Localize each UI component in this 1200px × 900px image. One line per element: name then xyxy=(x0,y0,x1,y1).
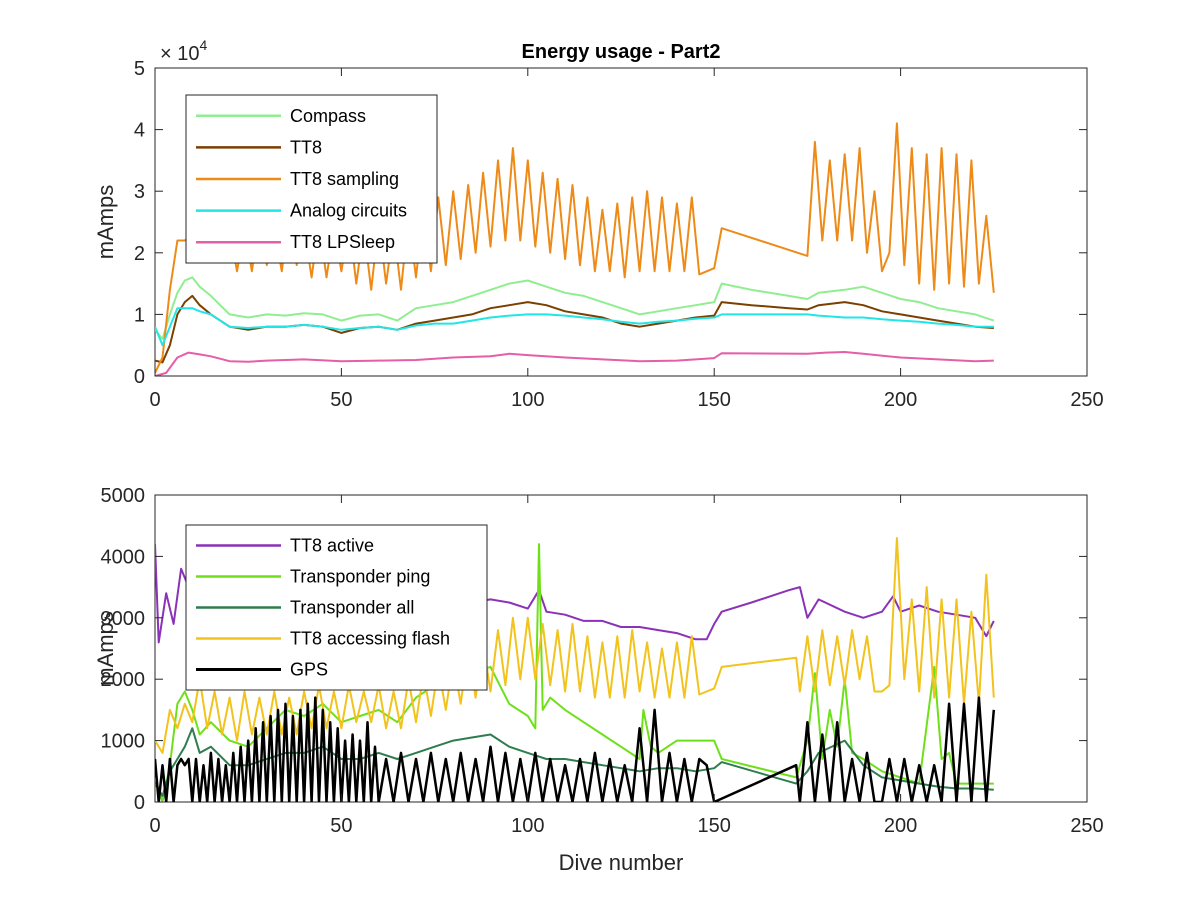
legend-label-tt8: TT8 xyxy=(290,137,322,157)
x-tick-label: 50 xyxy=(330,815,352,837)
y-tick-label: 1000 xyxy=(101,731,146,753)
x-tick-label: 50 xyxy=(330,389,352,411)
x-axis-label: Dive number xyxy=(559,850,684,875)
x-tick-label: 150 xyxy=(698,815,731,837)
legend: TT8 active Transponder ping Transponder al… xyxy=(185,524,488,691)
series-group xyxy=(155,537,996,802)
y-exponent-power: 4 xyxy=(199,37,207,53)
top-plot: 0 50 100 150 200 250 0 1 2 3 4 5 × 104 Energy usage -… xyxy=(93,37,1104,411)
series-line-gps xyxy=(155,696,996,802)
y-tick-label: 0 xyxy=(134,366,145,388)
series-group xyxy=(155,122,995,376)
series-line-compass xyxy=(155,276,995,340)
y-tick-label: 2 xyxy=(134,243,145,265)
x-tick-label: 250 xyxy=(1070,815,1103,837)
y-tick-label: 4 xyxy=(134,120,145,142)
legend-label-compass: Compass xyxy=(290,106,366,126)
chart-title: Energy usage - Part2 xyxy=(522,41,721,63)
legend-label-gps: GPS xyxy=(290,660,328,680)
y-tick-label: 4000 xyxy=(101,546,146,568)
legend-label-tt8-sampling: TT8 sampling xyxy=(290,169,399,189)
y-tick-label: 5000 xyxy=(101,485,146,507)
series-line-tt8-lpsleep xyxy=(155,351,994,376)
legend-label-transponder-ping: Transponder ping xyxy=(290,567,430,587)
series-line-tt8-sampling xyxy=(155,122,995,374)
legend-label-transponder-all: Transponder all xyxy=(290,598,414,618)
x-tick-label: 250 xyxy=(1070,389,1103,411)
y-exponent-label: × 104 xyxy=(160,37,207,65)
y-tick-label: 2000 xyxy=(101,669,146,691)
y-tick-label: 3 xyxy=(134,181,145,203)
y-tick-label: 3000 xyxy=(101,608,146,630)
x-tick-label: 0 xyxy=(149,389,160,411)
legend-label-tt8-active: TT8 active xyxy=(290,536,374,556)
x-tick-label: 0 xyxy=(149,815,160,837)
legend-label-tt8-lpsleep: TT8 LPSleep xyxy=(290,232,395,252)
x-tick-label: 200 xyxy=(884,389,917,411)
y-tick-label: 0 xyxy=(134,792,145,814)
y-tick-label: 1 xyxy=(134,304,145,326)
legend-label-tt8-accessing-flash: TT8 accessing flash xyxy=(290,629,450,649)
x-tick-label: 200 xyxy=(884,815,917,837)
x-tick-label: 100 xyxy=(511,389,544,411)
legend-label-analog-circuits: Analog circuits xyxy=(290,201,407,221)
x-tick-label: 100 xyxy=(511,815,544,837)
y-axis-label: mAmps xyxy=(93,185,118,260)
legend: Compass TT8 TT8 sampling Analog circuits TT8… xyxy=(185,94,438,264)
series-line-transponder-all xyxy=(155,727,994,797)
series-line-analog-circuits xyxy=(155,307,994,347)
bottom-plot: 0 50 100 150 200 250 0 1000 2000 3000 4000 5000 mAmp… xyxy=(93,485,1104,875)
y-axis-label: mAmps xyxy=(93,611,118,686)
x-tick-label: 150 xyxy=(698,389,731,411)
y-tick-label: 5 xyxy=(134,58,145,80)
